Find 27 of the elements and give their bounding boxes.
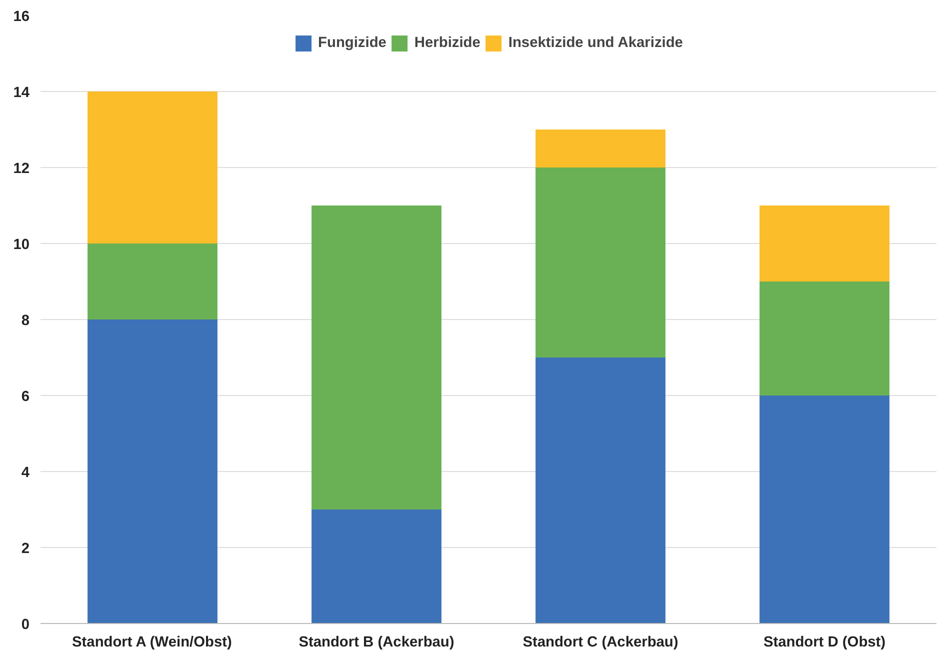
bar: [760, 282, 890, 396]
bar: [88, 244, 218, 320]
bar: [760, 206, 890, 282]
legend-label: Insektizide und Akarizide: [508, 35, 683, 51]
x-tick-label: Standort D (Obst): [763, 634, 886, 650]
y-tick-label: 4: [21, 465, 30, 481]
y-tick-label: 10: [13, 237, 30, 253]
bar: [88, 92, 218, 244]
x-tick-label: Standort A (Wein/Obst): [72, 634, 232, 650]
bar: [536, 130, 666, 168]
bar: [88, 320, 218, 624]
bar: [536, 358, 666, 624]
x-tick-label: Standort C (Ackerbau): [522, 634, 678, 650]
y-tick-label: 16: [13, 9, 30, 25]
y-tick-label: 8: [21, 313, 30, 329]
y-tick-label: 0: [21, 617, 30, 633]
y-tick-label: 12: [13, 161, 30, 177]
legend-label: Fungizide: [318, 35, 386, 51]
y-tick-label: 14: [13, 85, 30, 101]
y-tick-label: 2: [21, 541, 30, 557]
legend-label: Herbizide: [414, 35, 480, 51]
bar: [312, 510, 442, 624]
bar: [312, 206, 442, 510]
y-tick-label: 6: [21, 389, 30, 405]
bar: [536, 168, 666, 358]
bar: [760, 396, 890, 624]
x-tick-label: Standort B (Ackerbau): [298, 634, 454, 650]
